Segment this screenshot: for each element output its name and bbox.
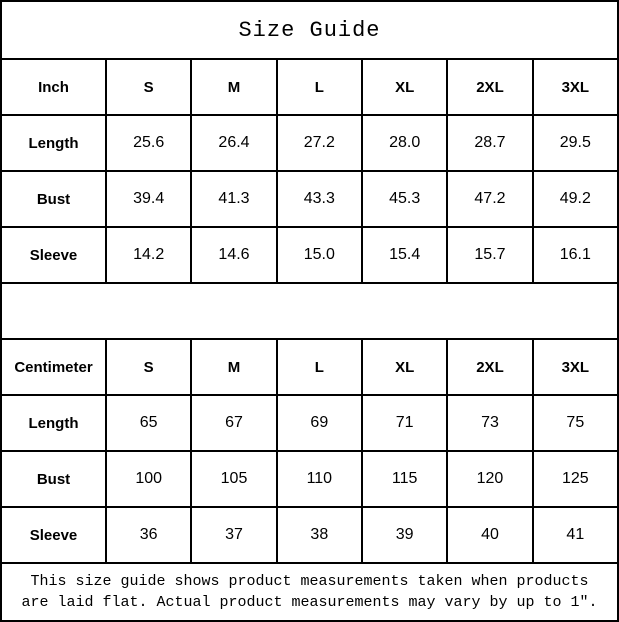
value-cell: 115 xyxy=(360,450,449,508)
table-gap-spacer xyxy=(0,282,619,340)
size-header-s: S xyxy=(104,338,193,396)
size-header-xl: XL xyxy=(360,338,449,396)
centimeter-header-row: Centimeter S M L XL 2XL 3XL xyxy=(0,338,619,396)
value-cell: 14.2 xyxy=(104,226,193,284)
value-cell: 120 xyxy=(446,450,534,508)
row-label-length: Length xyxy=(0,114,107,172)
value-cell: 38 xyxy=(275,506,363,564)
value-cell: 15.0 xyxy=(275,226,363,284)
value-cell: 41 xyxy=(531,506,619,564)
size-header-l: L xyxy=(275,58,363,116)
row-label-length: Length xyxy=(0,394,107,452)
inch-header-row: Inch S M L XL 2XL 3XL xyxy=(0,58,619,116)
value-cell: 40 xyxy=(446,506,534,564)
value-cell: 37 xyxy=(190,506,278,564)
size-header-3xl: 3XL xyxy=(531,58,619,116)
value-cell: 47.2 xyxy=(446,170,534,228)
value-cell: 67 xyxy=(190,394,278,452)
value-cell: 69 xyxy=(275,394,363,452)
size-header-l: L xyxy=(275,338,363,396)
value-cell: 15.7 xyxy=(446,226,534,284)
inch-length-row: Length 25.6 26.4 27.2 28.0 28.7 29.5 xyxy=(0,114,619,172)
inch-bust-row: Bust 39.4 41.3 43.3 45.3 47.2 49.2 xyxy=(0,170,619,228)
value-cell: 43.3 xyxy=(275,170,363,228)
value-cell: 125 xyxy=(531,450,619,508)
value-cell: 25.6 xyxy=(104,114,193,172)
centimeter-length-row: Length 65 67 69 71 73 75 xyxy=(0,394,619,452)
value-cell: 28.0 xyxy=(360,114,449,172)
size-header-m: M xyxy=(190,58,278,116)
row-label-bust: Bust xyxy=(0,170,107,228)
value-cell: 14.6 xyxy=(190,226,278,284)
row-label-sleeve: Sleeve xyxy=(0,226,107,284)
page-title: Size Guide xyxy=(0,0,619,60)
unit-header-centimeter: Centimeter xyxy=(0,338,107,396)
value-cell: 16.1 xyxy=(531,226,619,284)
value-cell: 39.4 xyxy=(104,170,193,228)
size-header-m: M xyxy=(190,338,278,396)
unit-header-inch: Inch xyxy=(0,58,107,116)
size-header-xl: XL xyxy=(360,58,449,116)
value-cell: 105 xyxy=(190,450,278,508)
centimeter-sleeve-row: Sleeve 36 37 38 39 40 41 xyxy=(0,506,619,564)
footer-note-line-1: This size guide shows product measuremen… xyxy=(30,573,589,590)
value-cell: 73 xyxy=(446,394,534,452)
size-header-2xl: 2XL xyxy=(446,338,534,396)
footer-note: This size guide shows product measuremen… xyxy=(0,562,619,622)
value-cell: 28.7 xyxy=(446,114,534,172)
value-cell: 15.4 xyxy=(360,226,449,284)
size-header-s: S xyxy=(104,58,193,116)
value-cell: 41.3 xyxy=(190,170,278,228)
size-header-3xl: 3XL xyxy=(531,338,619,396)
value-cell: 39 xyxy=(360,506,449,564)
value-cell: 36 xyxy=(104,506,193,564)
value-cell: 75 xyxy=(531,394,619,452)
value-cell: 26.4 xyxy=(190,114,278,172)
footer-note-line-2: are laid flat. Actual product measuremen… xyxy=(21,594,598,611)
centimeter-bust-row: Bust 100 105 110 115 120 125 xyxy=(0,450,619,508)
value-cell: 49.2 xyxy=(531,170,619,228)
value-cell: 27.2 xyxy=(275,114,363,172)
value-cell: 110 xyxy=(275,450,363,508)
value-cell: 29.5 xyxy=(531,114,619,172)
row-label-sleeve: Sleeve xyxy=(0,506,107,564)
row-label-bust: Bust xyxy=(0,450,107,508)
value-cell: 65 xyxy=(104,394,193,452)
value-cell: 100 xyxy=(104,450,193,508)
value-cell: 45.3 xyxy=(360,170,449,228)
size-header-2xl: 2XL xyxy=(446,58,534,116)
value-cell: 71 xyxy=(360,394,449,452)
inch-sleeve-row: Sleeve 14.2 14.6 15.0 15.4 15.7 16.1 xyxy=(0,226,619,284)
